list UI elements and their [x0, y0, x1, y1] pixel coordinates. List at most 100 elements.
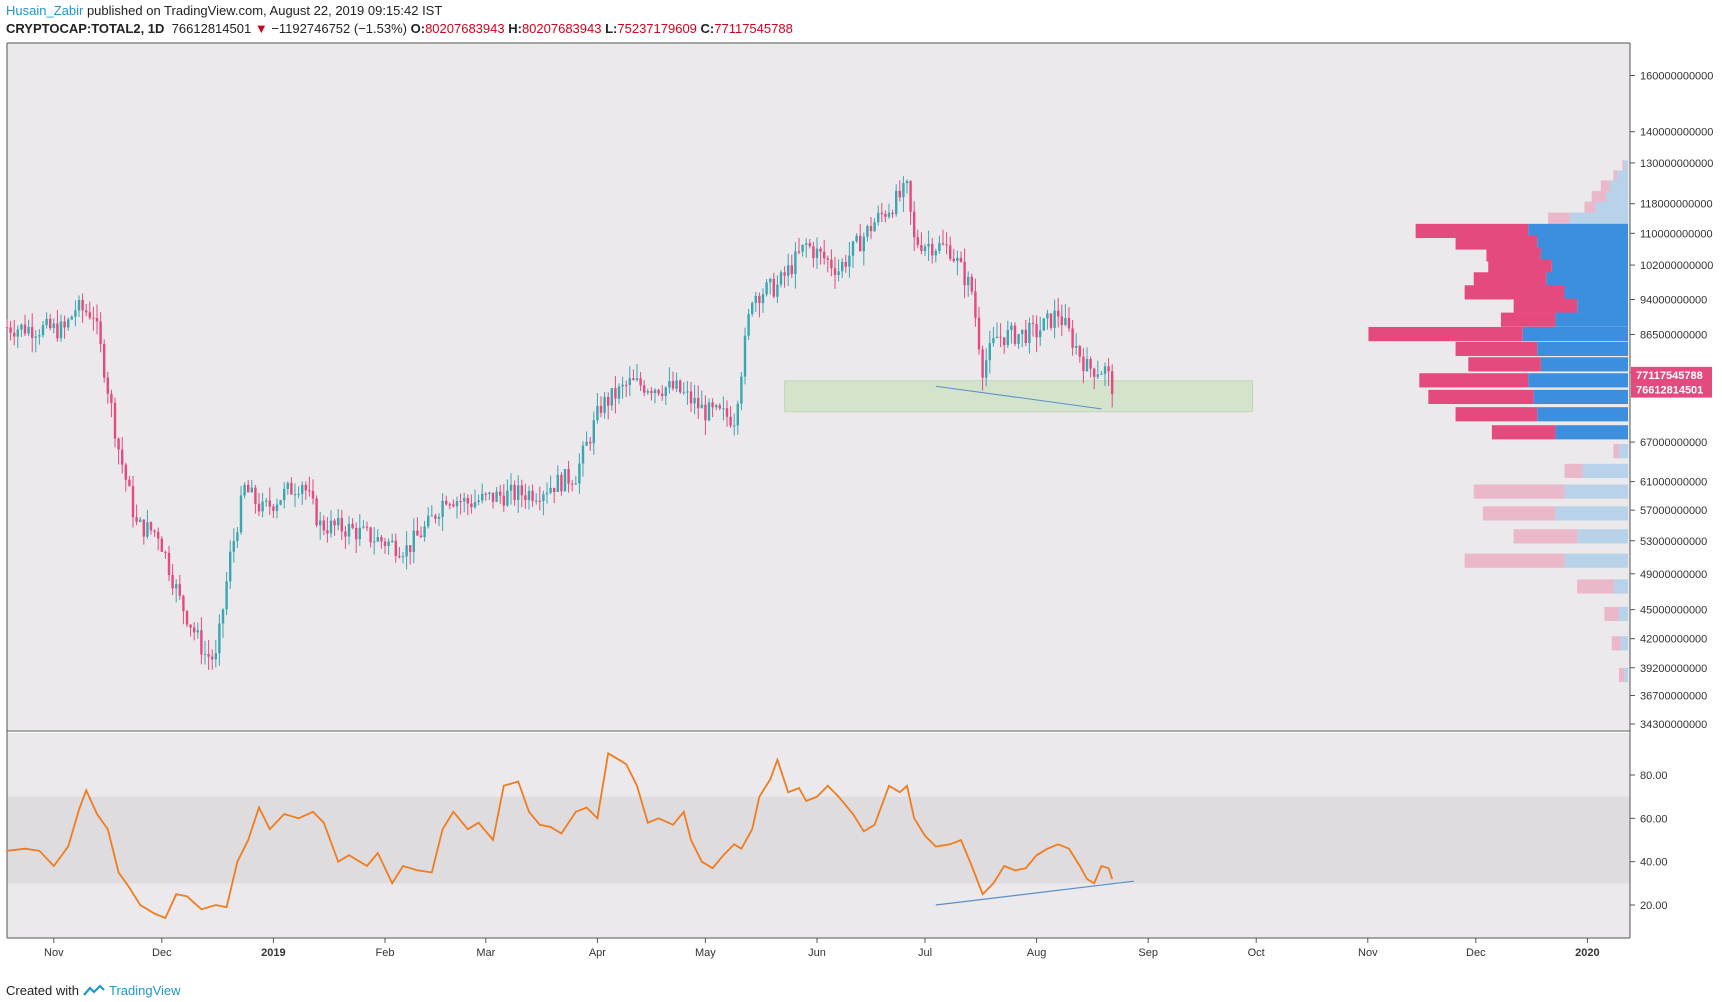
candle-body [643, 385, 646, 393]
candle-body [502, 495, 505, 506]
candle-body [1006, 329, 1009, 346]
candle-body [531, 490, 534, 502]
vp-buy-bar [1555, 506, 1628, 521]
candle-body [801, 244, 804, 252]
rsi-tick-label: 20.00 [1640, 900, 1668, 912]
candle-body [164, 551, 167, 553]
candle-body [589, 441, 592, 444]
vp-buy-bar [1582, 463, 1628, 478]
candle-body [866, 226, 869, 237]
candle-body [599, 406, 603, 413]
vp-sell-bar [1455, 341, 1538, 357]
time-tick-label: Nov [1358, 947, 1378, 959]
candle-body [679, 380, 682, 393]
candle-body [592, 420, 595, 444]
candle-body [103, 344, 106, 378]
price-tick-label: 57000000000 [1640, 505, 1707, 517]
candle-body [113, 402, 117, 439]
candle-body [77, 299, 81, 311]
candle-body [74, 310, 77, 317]
candle-body [711, 402, 714, 408]
candle-body [707, 402, 711, 421]
candle-body [473, 502, 477, 508]
candle-body [916, 237, 919, 245]
support-zone[interactable] [784, 380, 1254, 413]
candle-body [614, 388, 617, 399]
candle-body [355, 528, 358, 540]
vp-buy-bar [1618, 444, 1628, 459]
time-tick-label: Dec [152, 947, 172, 959]
candle-body [455, 501, 459, 507]
candle-body [776, 284, 779, 297]
candle-body [671, 381, 675, 389]
candle-body [581, 445, 585, 464]
candle-body [884, 213, 887, 217]
candle-body [387, 541, 390, 546]
candle-body [981, 349, 984, 378]
author-link[interactable]: Husain_Zabir [6, 3, 84, 18]
candle-body [1021, 329, 1024, 335]
vp-sell-bar [1486, 247, 1541, 262]
candle-body [610, 388, 613, 406]
candle-body [668, 381, 671, 388]
vp-sell-bar [1613, 170, 1618, 185]
rsi-line [6, 751, 1114, 920]
candle-body [1039, 330, 1042, 338]
candle-body [859, 235, 862, 252]
candle-body [311, 490, 315, 499]
rsi-trendline[interactable] [935, 880, 1134, 906]
vp-sell-bar [1455, 407, 1538, 422]
candle-body [823, 251, 826, 259]
candle-body [401, 556, 405, 558]
created-with: Created with [6, 983, 79, 998]
candle-body [254, 487, 257, 504]
candle-body [927, 243, 930, 247]
vp-buy-bar [1569, 212, 1628, 227]
vp-sell-bar [1611, 636, 1621, 651]
tradingview-link[interactable]: TradingView [108, 983, 181, 998]
candle-body [1024, 329, 1027, 344]
candle-body [369, 527, 372, 543]
candle-body [1089, 358, 1092, 369]
candle-body [650, 391, 653, 394]
candle-body [704, 404, 707, 421]
price-trendline[interactable] [935, 385, 1102, 410]
candle-body [5, 327, 9, 329]
candle-body [995, 336, 999, 339]
candle-body [585, 441, 588, 446]
vp-sell-bar [1368, 326, 1523, 342]
price-change: −1192746752 (−1.53%) [271, 21, 407, 36]
candle-body [304, 484, 307, 491]
symbol-name[interactable]: CRYPTOCAP:TOTAL2, 1D [6, 21, 165, 36]
candle-body [779, 272, 783, 285]
candle-body [1064, 317, 1067, 325]
candle-body [1085, 358, 1089, 372]
candle-body [542, 494, 545, 502]
candle-body [1111, 371, 1114, 395]
candle-body [765, 282, 768, 295]
candle-body [290, 482, 293, 495]
candle-body [862, 236, 865, 252]
candle-body [196, 630, 199, 633]
time-tick-label: Aug [1027, 947, 1047, 959]
candle-body [340, 517, 343, 532]
candle-body [1107, 366, 1110, 372]
time-tick-label: Mar [476, 947, 495, 959]
candle-body [452, 504, 455, 507]
candle-body [121, 449, 124, 465]
candle-body [725, 408, 729, 417]
candle-body [895, 190, 898, 215]
candle-body [110, 393, 113, 403]
close-value: 77117545788 [714, 21, 793, 36]
candle-body [560, 474, 563, 492]
vp-sell-bar [1513, 529, 1578, 544]
candle-body [412, 530, 415, 552]
candle-body [200, 630, 203, 655]
candle-body [578, 463, 581, 484]
candle-body [85, 310, 88, 313]
candle-body [56, 323, 59, 339]
vp-buy-bar [1564, 484, 1628, 499]
candle-body [826, 258, 829, 260]
candle-body [23, 324, 27, 334]
